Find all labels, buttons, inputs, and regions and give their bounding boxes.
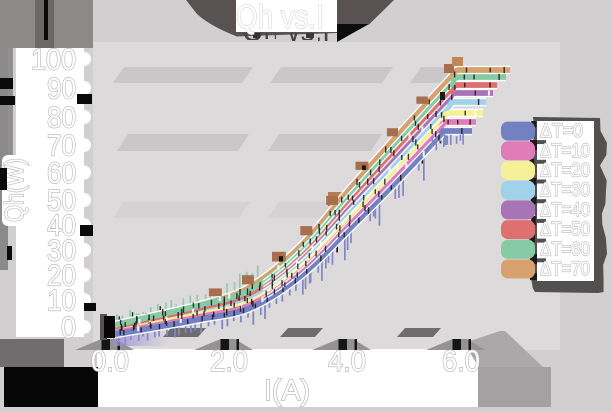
svg-text:0.0: 0.0 bbox=[91, 345, 129, 378]
svg-text:0: 0 bbox=[61, 312, 76, 345]
svg-text:ΔT=40: ΔT=40 bbox=[540, 200, 590, 221]
svg-text:20: 20 bbox=[47, 260, 76, 293]
svg-text:80: 80 bbox=[47, 102, 76, 135]
svg-text:40: 40 bbox=[47, 210, 76, 243]
svg-text:6.0: 6.0 bbox=[442, 345, 480, 378]
svg-text:ΔT=30: ΔT=30 bbox=[540, 180, 590, 201]
svg-text:ΔT=50: ΔT=50 bbox=[540, 220, 590, 241]
svg-text:Qh vs.I: Qh vs.I bbox=[236, 0, 324, 35]
svg-text:ΔT=60: ΔT=60 bbox=[540, 239, 590, 260]
svg-text:70: 70 bbox=[47, 130, 76, 163]
svg-text:2.0: 2.0 bbox=[210, 345, 248, 378]
svg-text:10: 10 bbox=[47, 285, 76, 318]
svg-text:30: 30 bbox=[47, 235, 76, 268]
svg-text:Qh vs.I: Qh vs.I bbox=[242, 11, 330, 48]
svg-text:100: 100 bbox=[31, 44, 76, 77]
svg-text:ΔT=70: ΔT=70 bbox=[540, 259, 590, 280]
svg-text:ΔT=20: ΔT=20 bbox=[540, 161, 590, 182]
svg-text:4.0: 4.0 bbox=[328, 345, 366, 378]
svg-text:I(A): I(A) bbox=[264, 375, 310, 407]
svg-text:ΔT=0: ΔT=0 bbox=[540, 121, 583, 142]
svg-text:ΔT=10: ΔT=10 bbox=[540, 141, 590, 162]
svg-text:60: 60 bbox=[47, 157, 76, 190]
svg-text:50: 50 bbox=[47, 185, 76, 218]
svg-text:90: 90 bbox=[47, 73, 76, 106]
